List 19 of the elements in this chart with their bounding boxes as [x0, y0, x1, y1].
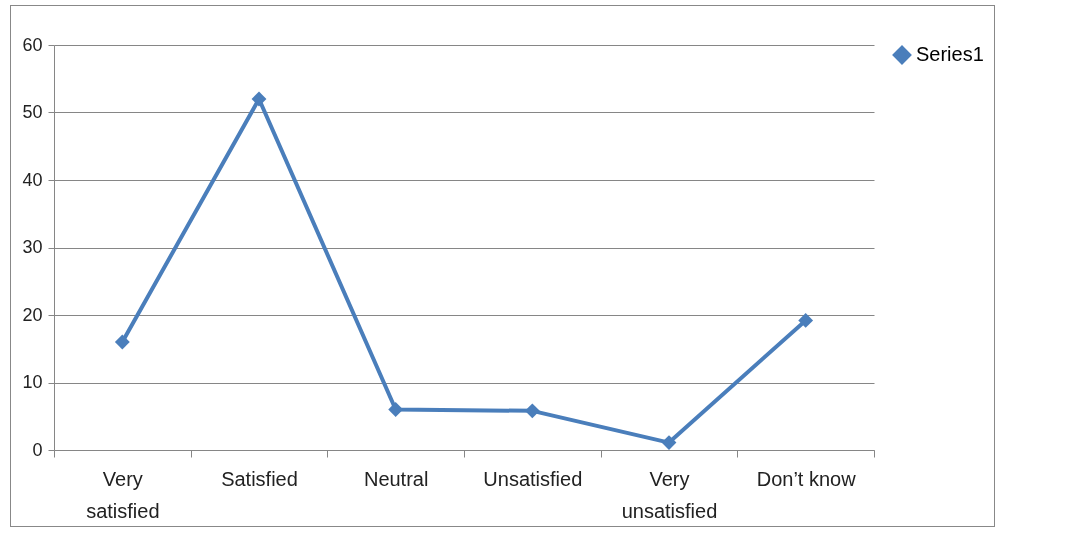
- y-tick-label: 20: [22, 304, 43, 325]
- point: [388, 402, 404, 417]
- x-tick-label: Neutral: [363, 467, 429, 490]
- x-tick-label: Satisfied: [221, 467, 298, 490]
- x-tick-label: Very unsatisfied: [621, 467, 718, 522]
- x-tick-label: Unsatisfied: [483, 467, 583, 490]
- point: [114, 334, 130, 350]
- y-tick-label: 60: [22, 34, 43, 55]
- y-tick-label: 10: [22, 372, 43, 392]
- y-tick-label: 0: [32, 439, 43, 460]
- x-tick-label: Very satisfied: [86, 467, 160, 522]
- y-tick-label: 30: [22, 237, 43, 257]
- point: [251, 91, 267, 107]
- y-tick-label: 40: [22, 169, 43, 190]
- x-tick-label: Don’t know: [756, 467, 857, 490]
- legend-label: Series1: [916, 43, 984, 65]
- point: [524, 403, 540, 419]
- y-tick-label: 50: [22, 102, 43, 122]
- point: [798, 312, 814, 328]
